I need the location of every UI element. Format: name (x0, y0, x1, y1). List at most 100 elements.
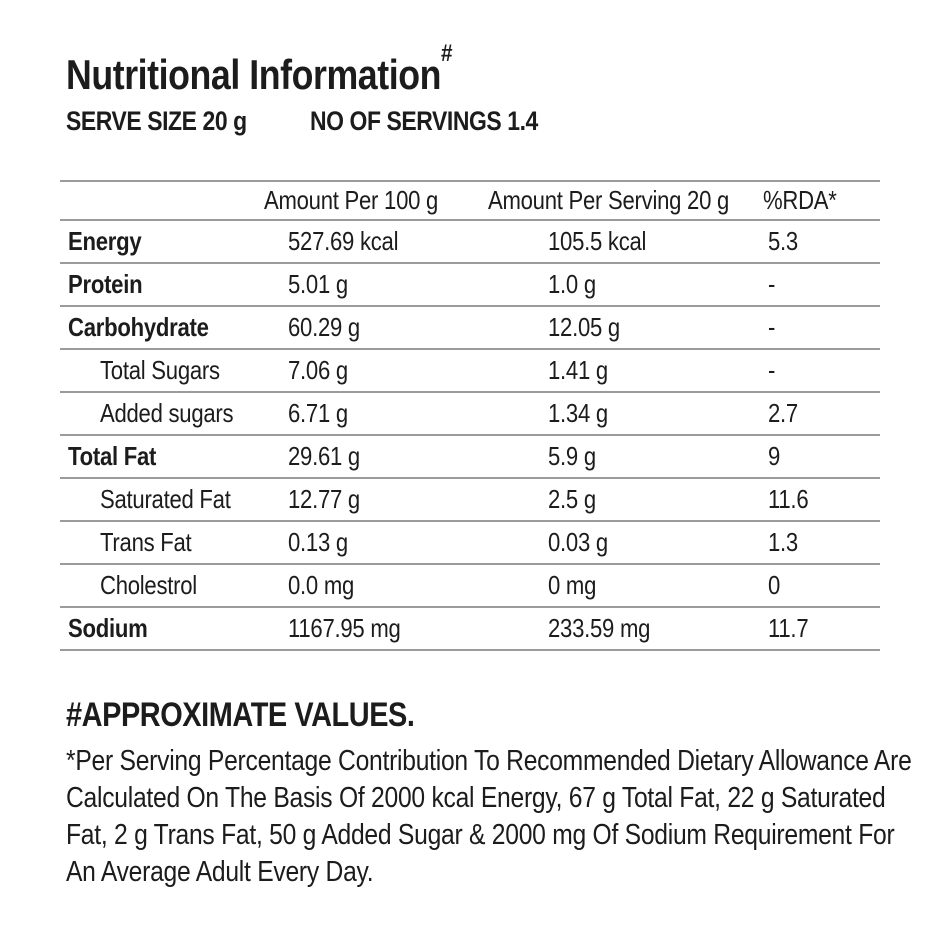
table-row: Carbohydrate 60.29 g 12.05 g - (60, 307, 880, 350)
rda-footnote-line: Calculated On The Basis Of 2000 kcal Ene… (66, 780, 886, 817)
amount-per-100g-text: 5.01 g (288, 269, 348, 299)
amount-per-100g: 12.77 g (264, 484, 488, 515)
header-amount-per-serving: Amount Per Serving 20 g (488, 185, 760, 216)
amount-per-serving: 105.5 kcal (488, 226, 760, 257)
page-title-text: Nutritional Information# (66, 39, 453, 100)
rda-percent-text: 11.6 (768, 484, 809, 514)
nutrient-name-text: Added sugars (100, 398, 234, 428)
amount-per-100g: 5.01 g (264, 269, 488, 300)
nutrient-name: Added sugars (60, 398, 264, 429)
header-amount-per-100g-text: Amount Per 100 g (264, 185, 439, 215)
amount-per-100g: 29.61 g (264, 441, 488, 472)
nutrient-name-text: Carbohydrate (68, 312, 209, 342)
serving-info-row: SERVE SIZE 20 g NO OF SERVINGS 1.4 (66, 106, 880, 138)
amount-per-serving-text: 105.5 kcal (548, 226, 647, 256)
header-amount-per-100g: Amount Per 100 g (264, 185, 488, 216)
amount-per-serving-text: 0 mg (548, 570, 597, 600)
table-row: Added sugars 6.71 g 1.34 g 2.7 (60, 393, 880, 436)
amount-per-serving: 12.05 g (488, 312, 760, 343)
nutrient-name: Trans Fat (60, 527, 264, 558)
amount-per-100g-text: 29.61 g (288, 441, 360, 471)
nutrient-name-text: Cholestrol (100, 570, 197, 600)
amount-per-serving-text: 1.34 g (548, 398, 608, 428)
rda-footnote-line-text: Calculated On The Basis Of 2000 kcal Ene… (66, 782, 886, 814)
header-rda-percent-text: %RDA* (763, 185, 837, 215)
amount-per-100g-text: 527.69 kcal (288, 226, 399, 256)
amount-per-serving: 1.0 g (488, 269, 760, 300)
amount-per-100g: 1167.95 mg (264, 613, 488, 644)
approximate-values-text: #APPROXIMATE VALUES. (66, 696, 415, 734)
amount-per-serving-text: 0.03 g (548, 527, 608, 557)
rda-percent: 11.7 (760, 613, 880, 644)
amount-per-serving: 1.34 g (488, 398, 760, 429)
nutrient-name: Saturated Fat (60, 484, 264, 515)
amount-per-100g: 0.13 g (264, 527, 488, 558)
nutrient-name-text: Energy (68, 226, 142, 256)
rda-percent: 5.3 (760, 226, 880, 257)
amount-per-100g: 527.69 kcal (264, 226, 488, 257)
table-row: Energy 527.69 kcal 105.5 kcal 5.3 (60, 221, 880, 264)
amount-per-100g-text: 1167.95 mg (288, 613, 401, 643)
rda-footnote-line: An Average Adult Every Day. (66, 854, 880, 891)
nutrient-name-text: Total Sugars (100, 355, 220, 385)
rda-footnote-line-text: Fat, 2 g Trans Fat, 50 g Added Sugar & 2… (66, 819, 895, 851)
servings-label: NO OF SERVINGS 1.4 (310, 106, 538, 136)
amount-per-serving-text: 12.05 g (548, 312, 620, 342)
amount-per-serving-text: 233.59 mg (548, 613, 651, 643)
approximate-values-heading: #APPROXIMATE VALUES. (66, 696, 880, 735)
rda-percent: 0 (760, 570, 880, 601)
rda-footnote: *Per Serving Percentage Contribution To … (66, 743, 912, 891)
nutrient-name-text: Trans Fat (100, 527, 192, 557)
nutrient-name-text: Protein (68, 269, 143, 299)
table-row: Sodium 1167.95 mg 233.59 mg 11.7 (60, 608, 880, 651)
nutrition-label: Nutritional Information# SERVE SIZE 20 g… (60, 39, 912, 891)
serve-size-label: SERVE SIZE 20 g (66, 106, 247, 136)
nutrient-name: Energy (60, 226, 264, 257)
amount-per-serving-text: 2.5 g (548, 484, 596, 514)
header-nutrient (60, 185, 264, 216)
rda-percent: 11.6 (760, 484, 880, 515)
amount-per-100g: 60.29 g (264, 312, 488, 343)
rda-percent: 1.3 (760, 527, 880, 558)
rda-percent-text: 0 (768, 570, 781, 600)
table-row: Trans Fat 0.13 g 0.03 g 1.3 (60, 522, 880, 565)
nutrient-name: Total Sugars (60, 355, 264, 386)
rda-footnote-line-text: *Per Serving Percentage Contribution To … (66, 745, 912, 777)
table-row: Total Fat 29.61 g 5.9 g 9 (60, 436, 880, 479)
amount-per-100g: 0.0 mg (264, 570, 488, 601)
rda-percent-text: 11.7 (768, 613, 809, 643)
header-amount-per-serving-text: Amount Per Serving 20 g (488, 185, 730, 215)
amount-per-serving: 0.03 g (488, 527, 760, 558)
page-title: Nutritional Information# (66, 39, 880, 100)
rda-percent: - (760, 312, 880, 343)
nutrition-table-body: Energy 527.69 kcal 105.5 kcal 5.3 Protein 5.0… (60, 221, 880, 651)
rda-percent-text: 9 (768, 441, 781, 471)
rda-percent-text: 1.3 (768, 527, 798, 557)
header-rda-percent: %RDA* (760, 185, 880, 216)
servings-container: NO OF SERVINGS 1.4 (310, 106, 578, 137)
nutrient-name-text: Sodium (68, 613, 148, 643)
rda-percent: - (760, 269, 880, 300)
title-main: Nutritional Information (66, 51, 441, 98)
amount-per-serving: 5.9 g (488, 441, 760, 472)
nutrient-name: Protein (60, 269, 264, 300)
rda-footnote-line: *Per Serving Percentage Contribution To … (66, 743, 912, 780)
rda-footnote-line: Fat, 2 g Trans Fat, 50 g Added Sugar & 2… (66, 817, 895, 854)
amount-per-100g-text: 0.13 g (288, 527, 348, 557)
title-superscript: # (440, 39, 453, 67)
rda-percent: 2.7 (760, 398, 880, 429)
amount-per-serving: 2.5 g (488, 484, 760, 515)
amount-per-serving: 1.41 g (488, 355, 760, 386)
rda-percent-text: - (768, 312, 776, 342)
amount-per-100g-text: 0.0 mg (288, 570, 355, 600)
amount-per-100g: 7.06 g (264, 355, 488, 386)
amount-per-100g-text: 6.71 g (288, 398, 348, 428)
nutrient-name-text: Total Fat (68, 441, 157, 471)
rda-footnote-line-text: An Average Adult Every Day. (66, 856, 374, 888)
rda-percent-text: 5.3 (768, 226, 798, 256)
nutrient-name-text: Saturated Fat (100, 484, 231, 514)
amount-per-100g-text: 12.77 g (288, 484, 360, 514)
rda-percent-text: 2.7 (768, 398, 798, 428)
nutrient-name: Carbohydrate (60, 312, 264, 343)
nutrition-table: Amount Per 100 g Amount Per Serving 20 g… (60, 180, 880, 651)
